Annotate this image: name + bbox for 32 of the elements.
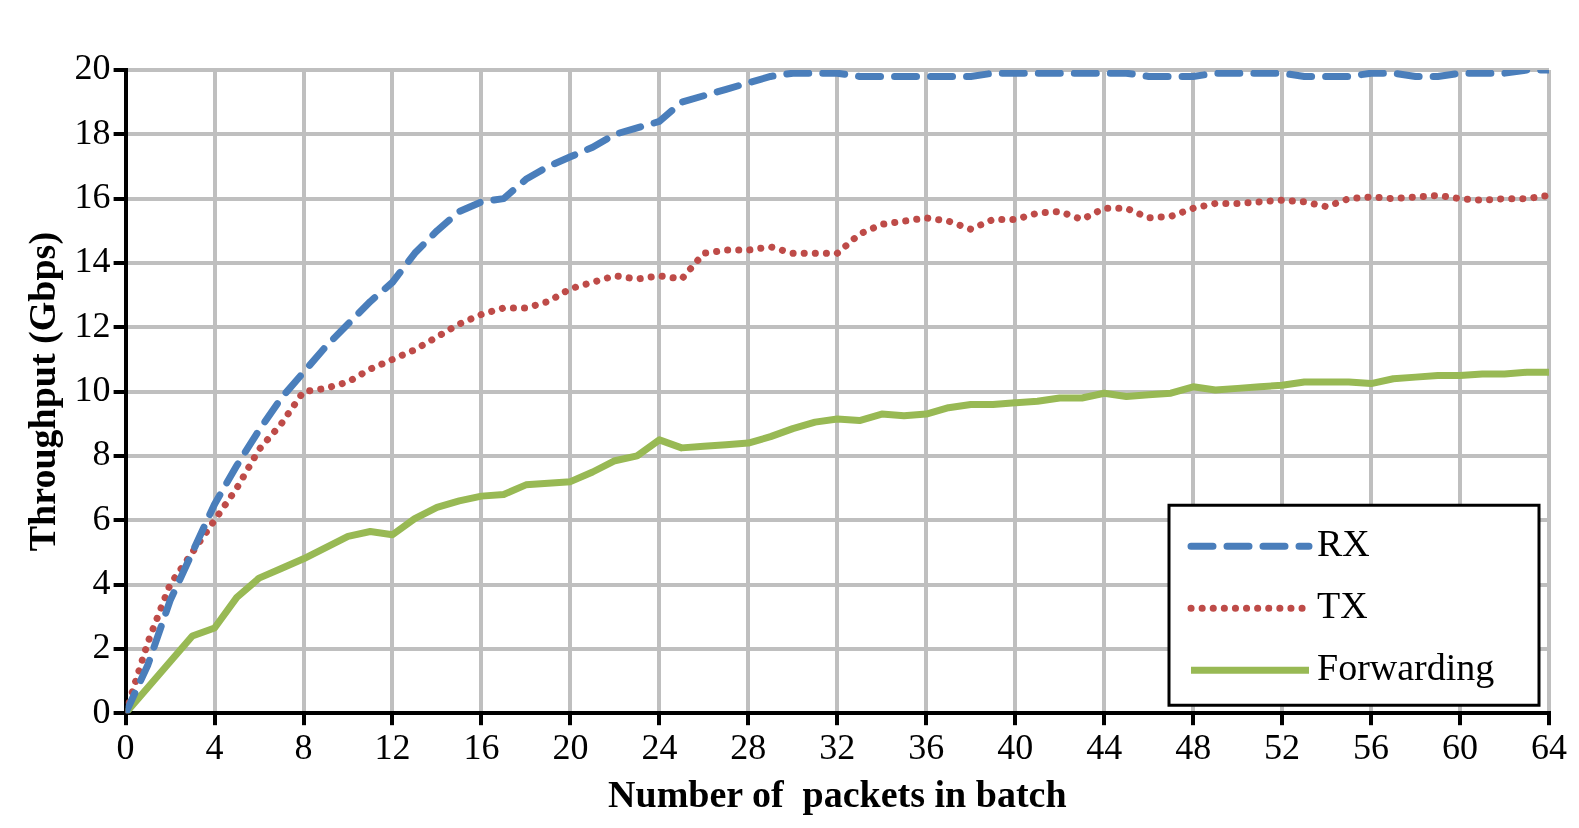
y-tick-label: 12 bbox=[74, 304, 111, 345]
x-tick-label: 12 bbox=[374, 727, 411, 768]
y-tick-label: 8 bbox=[92, 433, 111, 474]
y-tick-label: 18 bbox=[74, 111, 111, 152]
x-tick-label: 56 bbox=[1353, 727, 1390, 768]
x-tick-label: 60 bbox=[1442, 727, 1479, 768]
y-tick-label: 16 bbox=[74, 176, 111, 217]
x-tick-label: 64 bbox=[1531, 727, 1567, 768]
x-tick-label: 32 bbox=[819, 727, 856, 768]
x-tick-label: 20 bbox=[552, 727, 589, 768]
x-tick-label: 8 bbox=[294, 727, 313, 768]
y-tick-label: 6 bbox=[92, 497, 111, 538]
y-tick-label: 10 bbox=[74, 369, 111, 410]
x-tick-label: 16 bbox=[463, 727, 500, 768]
y-tick-label: 4 bbox=[92, 562, 111, 603]
x-tick-label: 24 bbox=[641, 727, 678, 768]
legend-label: RX bbox=[1317, 522, 1370, 565]
y-tick-label: 2 bbox=[92, 626, 111, 667]
x-tick-label: 4 bbox=[205, 727, 224, 768]
x-tick-label: 36 bbox=[908, 727, 945, 768]
y-tick-label: 20 bbox=[74, 47, 111, 88]
x-tick-label: 44 bbox=[1086, 727, 1123, 768]
x-tick-label: 48 bbox=[1175, 727, 1212, 768]
x-tick-label: 40 bbox=[997, 727, 1034, 768]
legend-label: TX bbox=[1317, 584, 1368, 627]
x-tick-label: 28 bbox=[730, 727, 767, 768]
y-tick-label: 0 bbox=[92, 690, 111, 731]
x-tick-label: 52 bbox=[1264, 727, 1301, 768]
y-tick-label: 14 bbox=[74, 240, 111, 281]
legend-label: Forwarding bbox=[1317, 646, 1495, 689]
y-axis-title: Throughput (Gbps) bbox=[20, 231, 64, 552]
x-axis-title: Number of packets in batch bbox=[608, 773, 1067, 816]
